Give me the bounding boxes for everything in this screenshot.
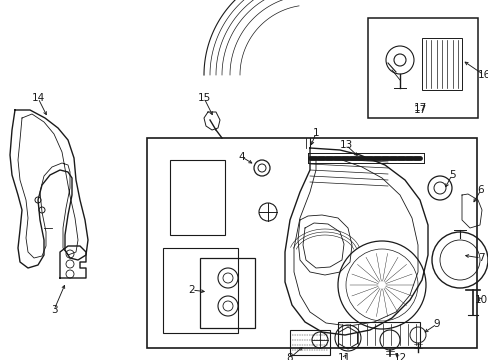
Bar bbox=[147, 138, 476, 348]
Text: 8: 8 bbox=[286, 353, 293, 360]
Bar bbox=[200, 258, 254, 328]
Text: 9: 9 bbox=[433, 319, 439, 329]
Bar bbox=[421, 38, 461, 90]
Text: 1: 1 bbox=[312, 128, 319, 138]
Text: 2: 2 bbox=[188, 285, 195, 295]
Text: 17: 17 bbox=[412, 105, 426, 115]
Text: 11: 11 bbox=[337, 353, 350, 360]
Text: 17: 17 bbox=[412, 103, 426, 113]
Text: 15: 15 bbox=[197, 93, 210, 103]
Text: 14: 14 bbox=[31, 93, 44, 103]
Text: 6: 6 bbox=[477, 185, 483, 195]
Text: 10: 10 bbox=[473, 295, 487, 305]
Bar bbox=[289, 330, 329, 355]
Text: 12: 12 bbox=[392, 353, 406, 360]
Text: 4: 4 bbox=[238, 152, 245, 162]
Text: 13: 13 bbox=[339, 140, 352, 150]
Bar bbox=[170, 160, 224, 235]
Bar bbox=[367, 18, 477, 118]
Text: 5: 5 bbox=[448, 170, 454, 180]
Text: 3: 3 bbox=[51, 305, 57, 315]
Bar bbox=[163, 248, 238, 333]
Text: 7: 7 bbox=[477, 253, 483, 263]
Text: 16: 16 bbox=[476, 70, 488, 80]
Bar bbox=[337, 322, 419, 347]
